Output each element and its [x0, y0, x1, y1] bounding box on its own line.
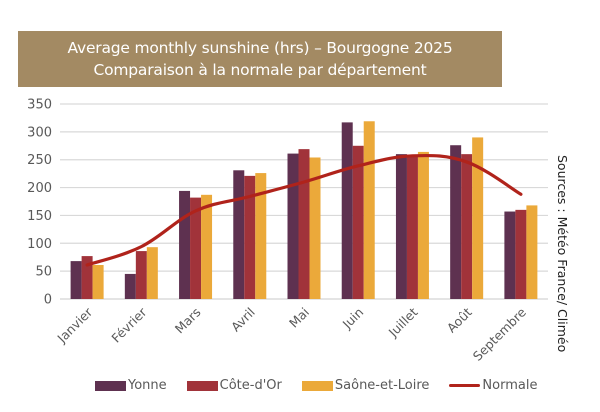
legend-item-normale: Normale [449, 378, 537, 393]
y-tick-label: 50 [35, 265, 52, 280]
bar-yonne-4 [287, 153, 299, 299]
bar-yonne-1 [124, 273, 136, 299]
legend-item-yonne: Yonne [95, 378, 167, 393]
y-tick-label: 300 [27, 125, 52, 140]
y-tick-label: 250 [27, 153, 52, 168]
x-axis-labels: Janvier Février Mars Avril Mai Juin Juillet Aoû… [54, 304, 530, 364]
y-tick-label: 100 [27, 237, 52, 252]
bar-sa-ne-et-loire-6 [417, 151, 429, 299]
bar-yonne-2 [179, 190, 191, 299]
y-tick-label: 0 [44, 293, 52, 308]
bar-sa-ne-et-loire-4 [309, 157, 321, 299]
bar-sa-ne-et-loire-5 [363, 121, 375, 300]
x-tick-label: Février [108, 304, 150, 346]
x-tick-label: Juin [339, 305, 367, 333]
bar-yonne-8 [504, 211, 516, 299]
legend-swatch [95, 380, 126, 391]
y-tick-label: 200 [27, 181, 52, 196]
normale-line [85, 153, 523, 267]
legend-swatch [186, 380, 218, 391]
bar-sa-ne-et-loire-7 [472, 137, 484, 299]
x-tick-label: Janvier [54, 304, 96, 346]
bar-c-te-d-or-2 [190, 197, 202, 299]
bar-yonne-0 [70, 261, 82, 299]
bar-sa-ne-et-loire-1 [146, 247, 158, 299]
normale-line-group [85, 153, 523, 267]
chart-title-banner: Average monthly sunshine (hrs) – Bourgog… [18, 31, 502, 87]
legend: Yonne Côte-d'Or Saône-et-Loire Normale [95, 378, 557, 393]
bar-c-te-d-or-7 [461, 154, 473, 299]
bar-c-te-d-or-5 [352, 145, 364, 299]
bar-yonne-7 [450, 145, 462, 299]
bar-sa-ne-et-loire-3 [255, 173, 267, 299]
x-tick-label: Août [444, 304, 475, 335]
x-tick-label: Avril [228, 305, 258, 335]
bar-c-te-d-or-0 [81, 256, 93, 299]
bar-yonne-5 [341, 122, 353, 299]
bar-sa-ne-et-loire-0 [92, 265, 104, 299]
bar-c-te-d-or-4 [298, 149, 310, 299]
bar-sa-ne-et-loire-8 [526, 205, 538, 299]
y-axis-ticks: 0 50 100 150 200 250 300 350 [27, 98, 52, 308]
bar-c-te-d-or-3 [244, 175, 256, 299]
source-annotation: Sources : Météo France/ Climéo [555, 155, 570, 352]
x-tick-label: Septembre [470, 304, 529, 363]
legend-swatch [301, 380, 333, 391]
bar-sa-ne-et-loire-2 [201, 194, 213, 299]
legend-label: Saône-et-Loire [334, 378, 430, 393]
legend-item-sa-ne-et-loire: Saône-et-Loire [301, 378, 430, 393]
bar-c-te-d-or-8 [515, 209, 527, 299]
legend-item-c-te-d-or: Côte-d'Or [186, 378, 282, 393]
bar-c-te-d-or-1 [135, 251, 147, 299]
legend-label: Yonne [128, 378, 167, 393]
bar-yonne-3 [233, 170, 245, 299]
legend-swatch [449, 384, 481, 387]
bar-yonne-6 [395, 154, 407, 299]
y-tick-label: 150 [27, 209, 52, 224]
bar-c-te-d-or-6 [406, 154, 418, 299]
chart-title: Average monthly sunshine (hrs) – Bourgog… [67, 39, 453, 57]
y-tick-label: 350 [27, 98, 52, 113]
x-tick-label: Juillet [385, 304, 421, 340]
legend-label: Normale [482, 378, 538, 393]
legend-label: Côte-d'Or [219, 378, 282, 393]
chart-subtitle: Comparaison à la normale par département [93, 61, 427, 79]
bars [70, 121, 538, 300]
x-tick-label: Mai [286, 305, 312, 331]
x-tick-label: Mars [172, 305, 204, 337]
